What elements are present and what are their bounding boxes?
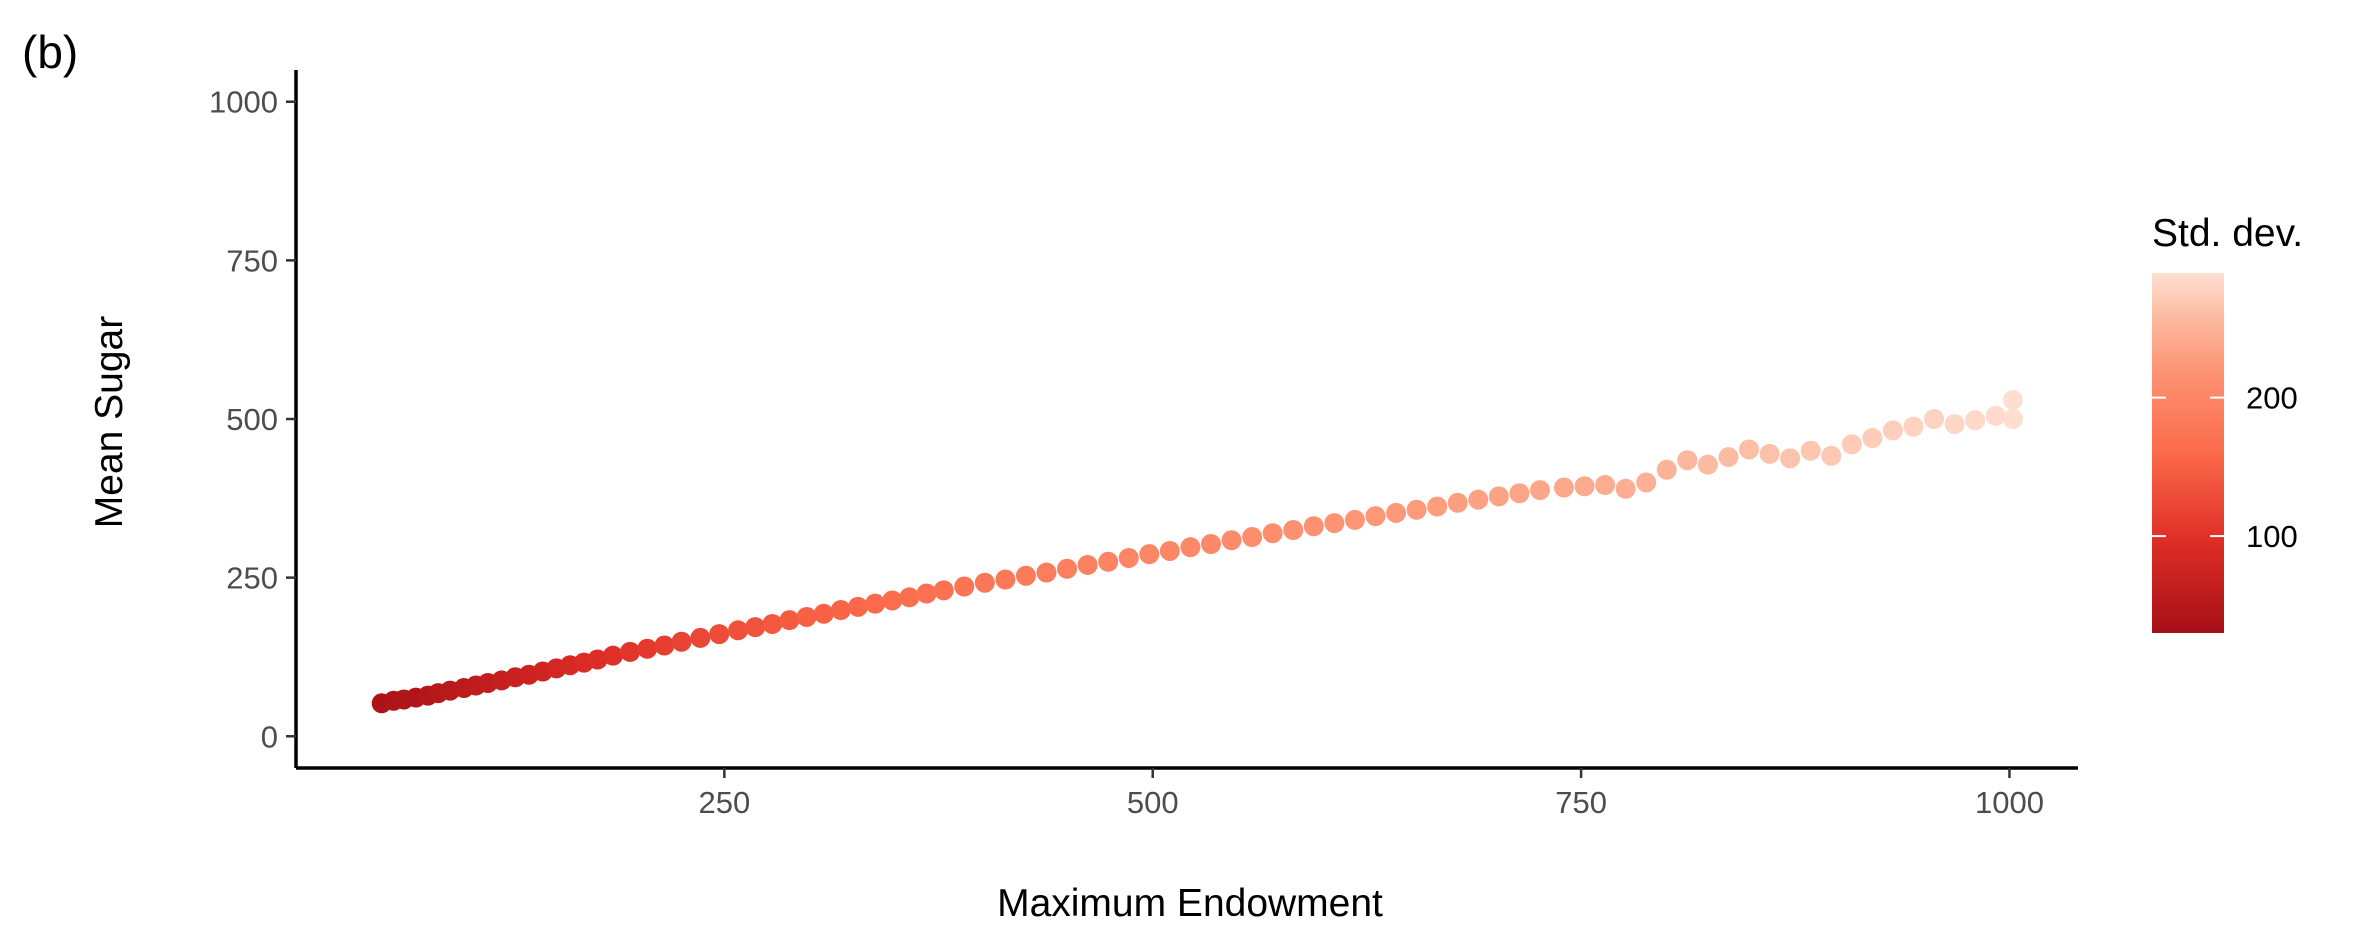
data-point xyxy=(1057,558,1078,579)
data-point xyxy=(620,641,641,662)
data-point xyxy=(779,610,800,631)
data-point xyxy=(1636,472,1657,493)
y-tick-label: 1000 xyxy=(209,85,278,120)
data-point xyxy=(1283,520,1304,541)
data-point xyxy=(602,645,623,666)
data-point xyxy=(1221,530,1242,551)
data-point xyxy=(882,590,903,611)
colorbar xyxy=(2152,273,2224,633)
data-point xyxy=(1718,447,1739,468)
data-point xyxy=(1656,459,1677,480)
data-point xyxy=(762,613,783,634)
data-point xyxy=(1365,506,1386,527)
data-point xyxy=(1386,502,1407,523)
data-point xyxy=(1242,527,1263,548)
data-point xyxy=(1985,405,2006,426)
data-point xyxy=(671,631,692,652)
data-point xyxy=(1427,496,1448,517)
x-tick-label: 750 xyxy=(1555,785,1607,820)
data-point xyxy=(1324,513,1345,534)
data-point xyxy=(954,576,975,597)
data-point xyxy=(933,580,954,601)
x-tick-label: 500 xyxy=(1127,785,1179,820)
data-point xyxy=(1303,516,1324,537)
y-tick-label: 250 xyxy=(226,561,278,596)
data-point xyxy=(1800,440,1821,461)
data-point xyxy=(654,635,675,656)
colorbar-tick-label: 100 xyxy=(2246,519,2298,554)
data-point xyxy=(1077,554,1098,575)
data-point xyxy=(1574,476,1595,497)
data-point xyxy=(1344,509,1365,530)
data-point xyxy=(1015,565,1036,586)
y-tick-label: 750 xyxy=(226,243,278,278)
data-point xyxy=(1447,492,1468,513)
data-point xyxy=(1180,537,1201,558)
data-point xyxy=(974,572,995,593)
data-point xyxy=(1821,445,1842,466)
data-point xyxy=(1553,477,1574,498)
data-point xyxy=(2002,409,2023,429)
data-point xyxy=(709,624,730,645)
data-point xyxy=(2002,389,2023,410)
data-point xyxy=(899,587,920,608)
data-point xyxy=(1529,480,1550,501)
y-tick-label: 500 xyxy=(226,402,278,437)
data-point xyxy=(1468,489,1489,510)
data-point xyxy=(796,606,817,627)
x-tick-label: 1000 xyxy=(1975,785,2044,820)
data-point xyxy=(1739,439,1760,460)
data-point xyxy=(865,593,886,614)
data-point xyxy=(1944,414,1965,435)
data-point xyxy=(830,599,851,620)
data-point xyxy=(1677,450,1698,471)
data-point xyxy=(1965,410,1986,431)
data-point xyxy=(1697,454,1718,475)
data-point xyxy=(587,649,608,670)
points-layer xyxy=(371,389,2023,714)
data-point xyxy=(848,596,869,617)
data-point xyxy=(1098,551,1119,572)
colorbar-tick-label: 200 xyxy=(2246,381,2298,416)
legend-title: Std. dev. xyxy=(2152,212,2303,255)
data-point xyxy=(1595,474,1616,495)
x-axis-label: Maximum Endowment xyxy=(997,882,1383,925)
x-tick-label: 250 xyxy=(698,785,750,820)
data-point xyxy=(1262,523,1283,544)
data-point xyxy=(1118,547,1139,568)
data-point xyxy=(1509,483,1530,504)
data-point xyxy=(1488,486,1509,507)
data-point xyxy=(1615,478,1636,499)
data-point xyxy=(1139,544,1160,565)
data-point xyxy=(1924,409,1945,429)
data-point xyxy=(1862,428,1883,449)
data-point xyxy=(637,638,658,659)
data-point xyxy=(995,569,1016,590)
y-axis-label: Mean Sugar xyxy=(88,316,131,528)
data-point xyxy=(1780,448,1801,469)
data-point xyxy=(1841,434,1862,455)
legend-ticks: 100 200 xyxy=(2152,381,2298,554)
data-point xyxy=(1036,562,1057,583)
data-point xyxy=(813,603,834,624)
legend-colorbar: Std. dev. 100 200 xyxy=(2152,212,2303,633)
data-point xyxy=(1903,416,1924,437)
data-point xyxy=(1882,420,1903,441)
axes-layer: 250 500 750 1000 0 250 500 750 1000 xyxy=(209,70,2078,820)
data-point xyxy=(916,583,937,604)
data-point xyxy=(1200,534,1221,555)
data-point xyxy=(1159,540,1180,561)
data-point xyxy=(728,620,749,641)
data-point xyxy=(745,617,766,638)
y-tick-label: 0 xyxy=(261,719,278,754)
data-point xyxy=(1406,499,1427,520)
data-point xyxy=(1759,443,1780,464)
data-point xyxy=(690,627,711,648)
panel-label: (b) xyxy=(22,26,78,78)
